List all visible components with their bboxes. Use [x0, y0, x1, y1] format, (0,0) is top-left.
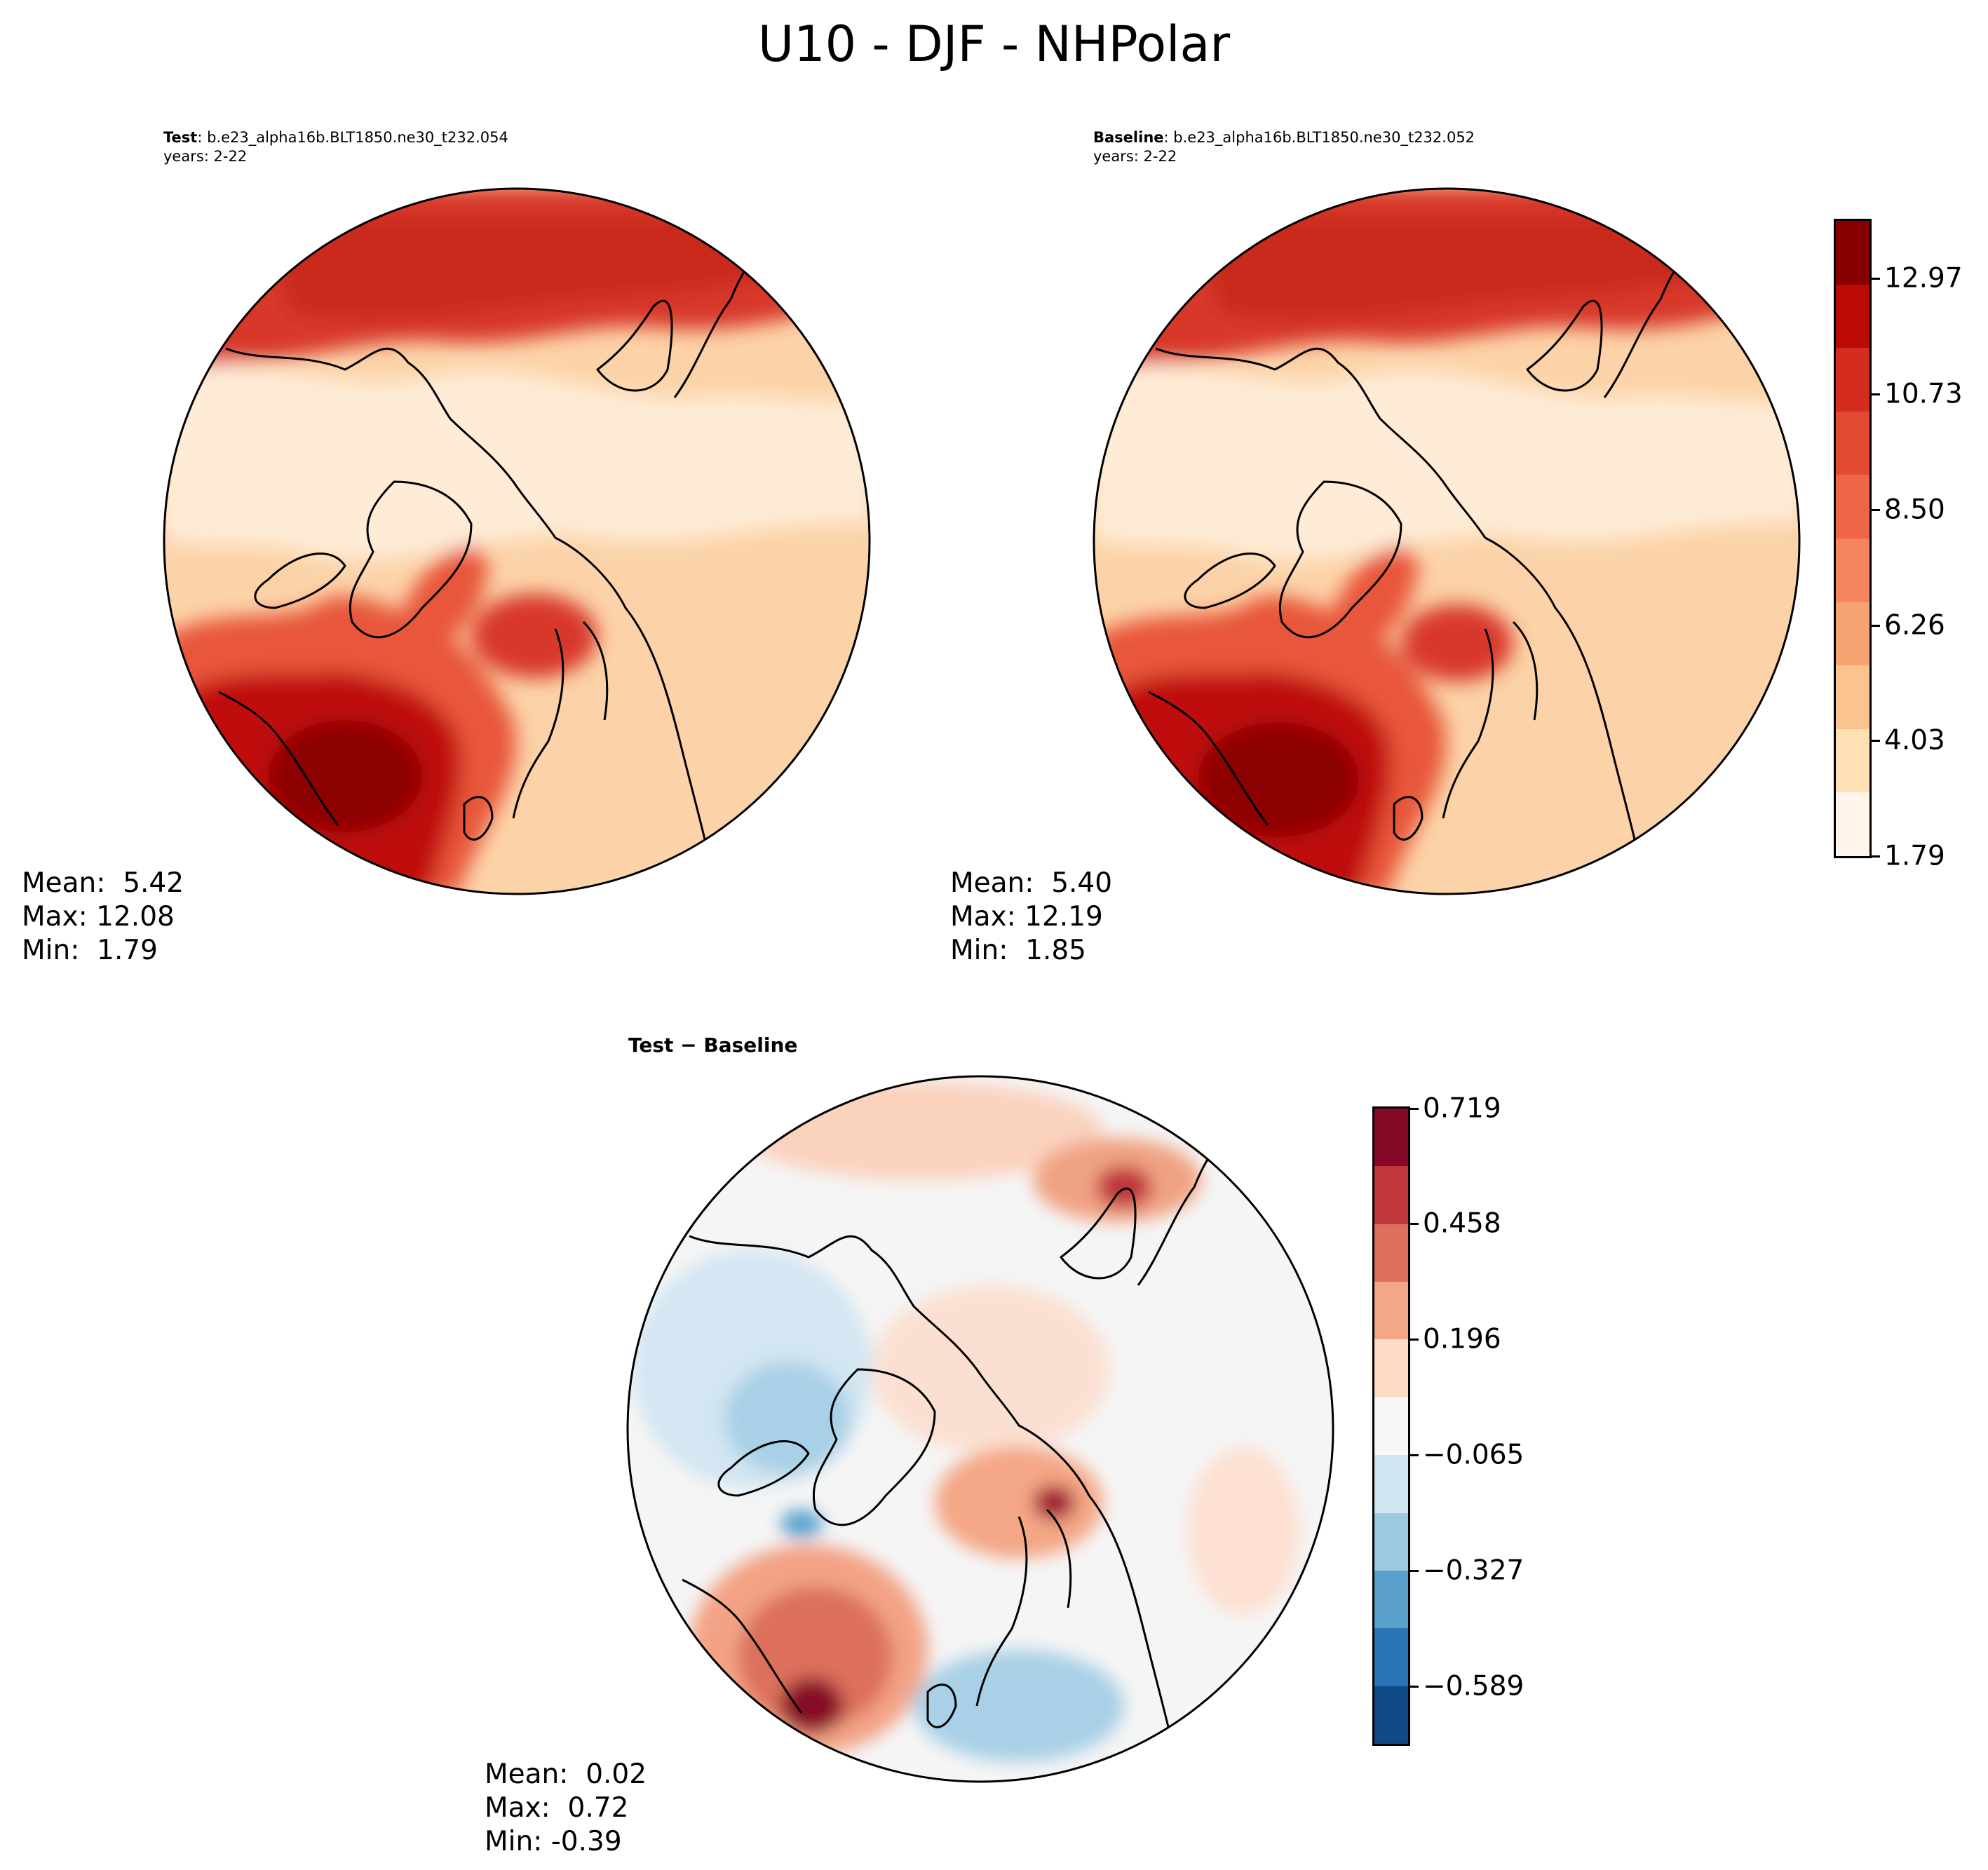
diff-colorbar-segment	[1374, 1224, 1408, 1282]
main-colorbar-segment	[1836, 538, 1869, 602]
main-colorbar-segment	[1836, 221, 1869, 285]
main-colorbar-tick-label: 4.03	[1884, 724, 1945, 757]
test-field-pacific-core	[268, 215, 780, 320]
diff-field-min-baffin	[780, 1510, 823, 1538]
diff-colorbar-tick-label: −0.589	[1423, 1670, 1524, 1702]
main-colorbar-tick-mark	[1872, 855, 1880, 858]
diff-field-max-barents	[1033, 1485, 1075, 1520]
baseline-field-nordic-max	[1401, 604, 1513, 682]
test-map-boundary	[163, 187, 871, 895]
test-field-nordic-max	[471, 594, 597, 678]
test-max: Max: 12.08	[22, 901, 175, 933]
main-colorbar-tick-mark	[1872, 393, 1880, 396]
baseline-map	[1093, 187, 1801, 895]
baseline-max: Max: 12.19	[950, 901, 1103, 933]
test-field-light-band	[164, 364, 870, 560]
baseline-field-greenland-max	[1328, 546, 1418, 656]
main-colorbar-tick-label: 8.50	[1884, 494, 1945, 526]
diff-map-boundary	[626, 1075, 1334, 1783]
diff-colorbar-tick-label: −0.327	[1423, 1554, 1524, 1587]
main-colorbar-segment	[1836, 348, 1869, 412]
diff-field-negative-canada	[724, 1362, 851, 1475]
test-stats: Mean: 5.42 Max: 12.08 Min: 1.79	[22, 867, 184, 968]
diff-colorbar-segment	[1374, 1628, 1408, 1686]
test-mean: Mean: 5.42	[22, 867, 184, 899]
main-colorbar-segment	[1836, 792, 1869, 856]
baseline-field-light-band	[1094, 364, 1799, 560]
diff-colorbar-tick-mark	[1410, 1569, 1419, 1572]
diff-field-max-atlantic	[780, 1678, 844, 1734]
diff-field-strong-atlantic	[738, 1587, 893, 1727]
test-coastlines	[218, 235, 774, 894]
diff-colorbar-segment	[1374, 1109, 1408, 1167]
diff-colorbar-tick-mark	[1410, 1454, 1419, 1456]
main-colorbar-segment	[1836, 284, 1869, 348]
main-colorbar-segment	[1836, 475, 1869, 538]
diff-colorbar-tick-mark	[1410, 1685, 1419, 1688]
diff-colorbar	[1372, 1106, 1410, 1746]
figure-title: U10 - DJF - NHPolar	[757, 15, 1231, 73]
test-min: Min: 1.79	[22, 935, 158, 966]
baseline-map-boundary	[1093, 187, 1801, 895]
main-colorbar-tick-label: 1.79	[1884, 840, 1945, 872]
baseline-case-name: : b.e23_alpha16b.BLT1850.ne30_t232.052	[1163, 129, 1475, 146]
diff-panel-title: Test − Baseline	[628, 1034, 798, 1057]
main-colorbar	[1834, 219, 1872, 858]
diff-field-positive-arctic	[872, 1285, 1110, 1454]
test-field-atlantic-core	[268, 720, 422, 832]
main-colorbar-tick-mark	[1872, 278, 1880, 280]
diff-mean: Mean: 0.02	[485, 1759, 647, 1790]
diff-map	[626, 1075, 1334, 1783]
diff-colorbar-segment	[1374, 1455, 1408, 1513]
diff-colorbar-tick-label: 0.196	[1423, 1323, 1501, 1355]
main-colorbar-tick-label: 12.97	[1884, 262, 1963, 294]
diff-max: Max: 0.72	[485, 1792, 629, 1824]
test-field-greenland-max	[398, 546, 488, 656]
diff-colorbar-segment	[1374, 1282, 1408, 1340]
diff-min: Min: -0.39	[485, 1826, 622, 1857]
diff-colorbar-segment	[1374, 1512, 1408, 1571]
baseline-years: years: 2-22	[1093, 148, 1177, 165]
test-label: Test	[163, 129, 198, 146]
main-colorbar-segment	[1836, 729, 1869, 793]
test-map	[163, 187, 871, 895]
main-colorbar-tick-label: 10.73	[1884, 378, 1963, 410]
diff-field-positive-siberia	[1187, 1446, 1299, 1615]
diff-stats: Mean: 0.02 Max: 0.72 Min: -0.39	[485, 1758, 647, 1859]
diff-field-positive-barents	[935, 1446, 1103, 1559]
diff-colorbar-tick-label: −0.065	[1423, 1439, 1524, 1471]
diff-colorbar-tick-mark	[1410, 1223, 1419, 1226]
test-years: years: 2-22	[163, 148, 248, 165]
baseline-stats: Mean: 5.40 Max: 12.19 Min: 1.85	[950, 867, 1112, 968]
diff-colorbar-tick-label: 0.458	[1423, 1207, 1501, 1240]
baseline-field-pacific-core	[1198, 215, 1710, 320]
test-panel-title: Test: b.e23_alpha16b.BLT1850.ne30_t232.0…	[163, 128, 508, 166]
baseline-mean: Mean: 5.40	[950, 867, 1113, 899]
main-colorbar-segment	[1836, 411, 1869, 475]
diff-field-max-pacific	[1096, 1166, 1152, 1208]
diff-field-negative-europe	[914, 1650, 1124, 1762]
diff-colorbar-segment	[1374, 1686, 1408, 1744]
baseline-min: Min: 1.85	[950, 935, 1086, 966]
main-colorbar-tick-label: 6.26	[1884, 609, 1945, 642]
baseline-field-atlantic-core	[1198, 722, 1359, 837]
baseline-label: Baseline	[1093, 129, 1164, 146]
main-colorbar-segment	[1836, 665, 1869, 729]
main-colorbar-tick-mark	[1872, 508, 1880, 511]
main-colorbar-tick-mark	[1872, 740, 1880, 742]
diff-colorbar-segment	[1374, 1570, 1408, 1629]
baseline-panel-title: Baseline: b.e23_alpha16b.BLT1850.ne30_t2…	[1093, 128, 1475, 166]
main-colorbar-segment	[1836, 602, 1869, 666]
diff-colorbar-tick-label: 0.719	[1423, 1092, 1501, 1125]
test-case-name: : b.e23_alpha16b.BLT1850.ne30_t232.054	[197, 129, 508, 146]
main-colorbar-tick-mark	[1872, 624, 1880, 627]
diff-colorbar-tick-mark	[1410, 1108, 1419, 1110]
diff-colorbar-segment	[1374, 1166, 1408, 1224]
diff-colorbar-segment	[1374, 1339, 1408, 1397]
diff-colorbar-segment	[1374, 1397, 1408, 1456]
diff-colorbar-tick-mark	[1410, 1339, 1419, 1341]
